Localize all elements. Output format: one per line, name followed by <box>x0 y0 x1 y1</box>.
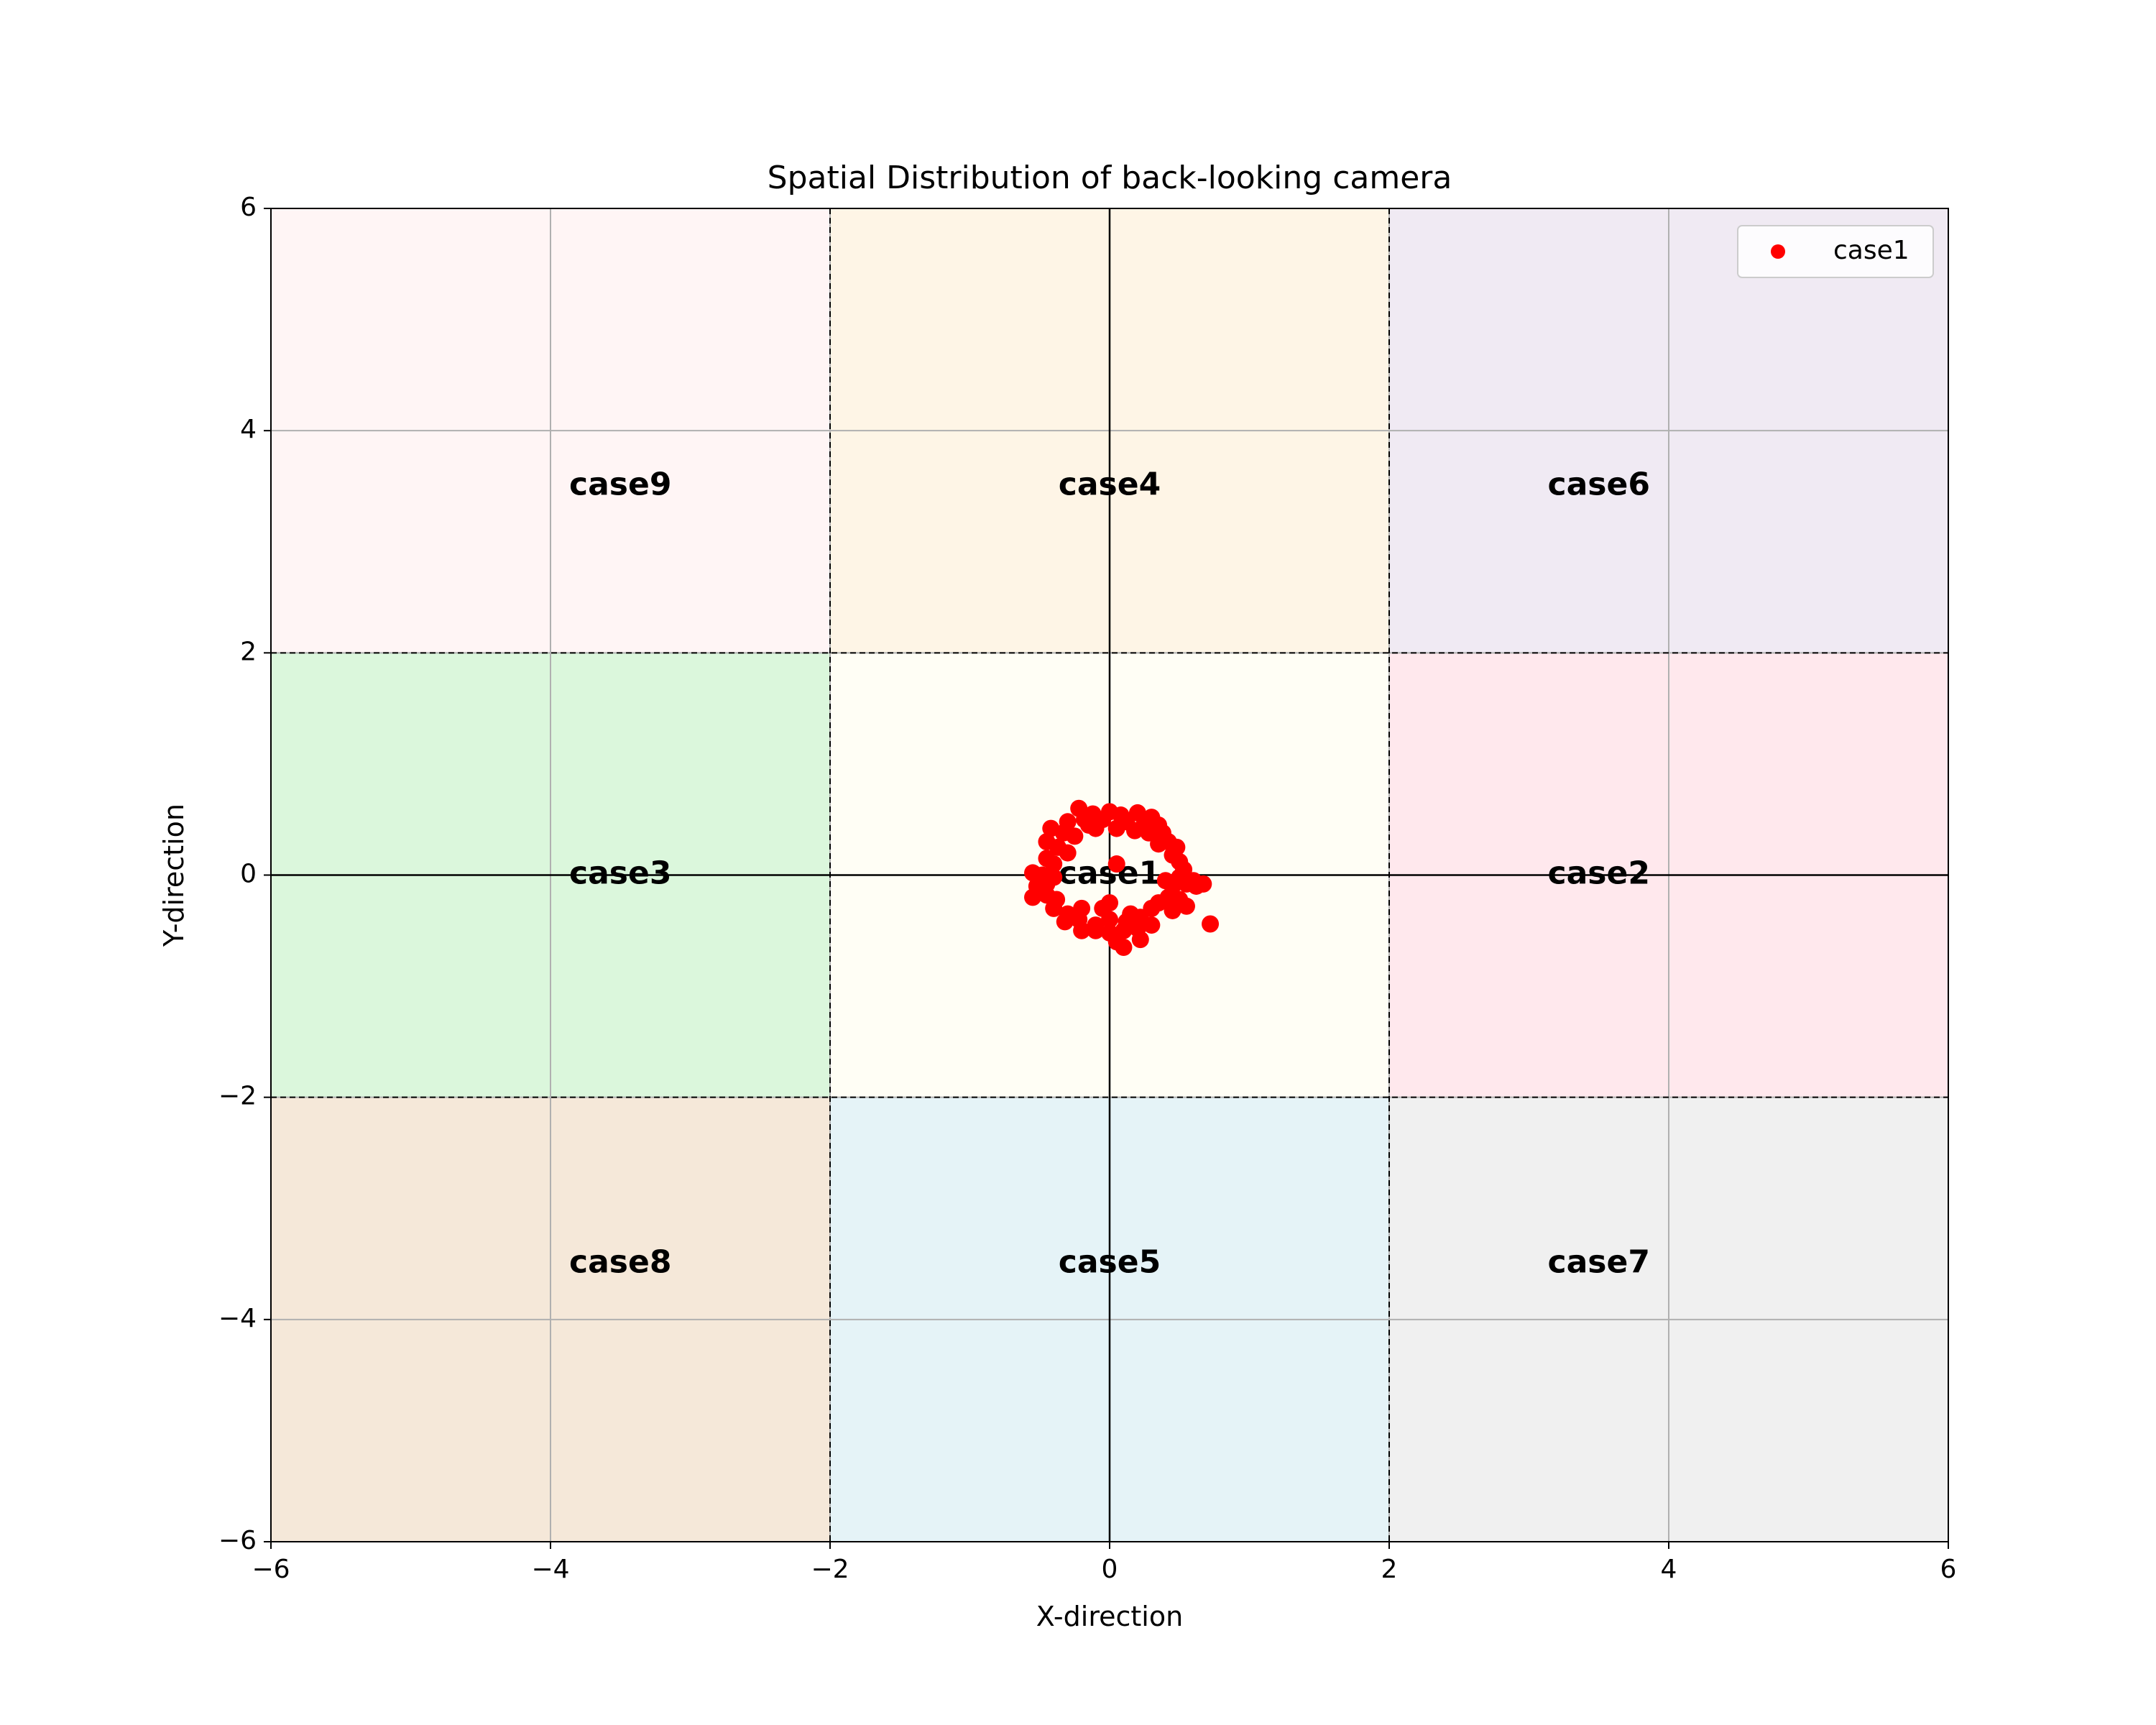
axis-ticks: −6 −4 −2 0 2 4 6 −6 −4 −2 0 2 4 6 <box>218 193 1957 1584</box>
x-tick-label: −2 <box>811 1555 849 1584</box>
x-tick-label: −4 <box>531 1555 569 1584</box>
case-label-case6: case6 <box>1548 466 1650 502</box>
scatter-point <box>1164 901 1181 919</box>
legend-label: case1 <box>1833 236 1909 265</box>
scatter-points <box>1024 799 1220 956</box>
y-tick-label: −4 <box>218 1304 257 1333</box>
scatter-point <box>1184 872 1202 890</box>
x-axis-label: X-direction <box>1036 1601 1183 1632</box>
scatter-point <box>1131 931 1149 949</box>
scatter-point <box>1094 899 1112 917</box>
scatter-point <box>1079 816 1097 834</box>
x-tick-label: −6 <box>252 1555 290 1584</box>
y-tick-label: −2 <box>218 1082 257 1111</box>
y-tick-label: 2 <box>240 637 257 666</box>
x-tick-label: 4 <box>1661 1555 1677 1584</box>
y-tick-label: 6 <box>240 193 257 222</box>
case-label-case7: case7 <box>1548 1244 1650 1281</box>
x-tick-label: 0 <box>1102 1555 1118 1584</box>
case-label-case3: case3 <box>569 855 671 892</box>
case-label-case9: case9 <box>569 466 671 502</box>
scatter-point <box>1202 915 1220 933</box>
case-label-case8: case8 <box>569 1244 671 1281</box>
scatter-point <box>1143 916 1161 934</box>
case-label-case4: case4 <box>1059 466 1161 502</box>
scatter-point <box>1177 897 1195 915</box>
y-tick-label: −6 <box>218 1526 257 1555</box>
legend-box <box>1737 225 1934 278</box>
scatter-point <box>1115 938 1133 956</box>
legend-marker <box>1771 244 1785 259</box>
scatter-point <box>1156 872 1174 890</box>
case-label-case2: case2 <box>1548 855 1650 892</box>
x-tick-label: 6 <box>1940 1555 1957 1584</box>
scatter-point <box>1045 855 1063 873</box>
scatter-point <box>1107 855 1125 873</box>
scatter-point <box>1150 835 1168 853</box>
scatter-point <box>1045 899 1063 917</box>
scatter-point <box>1126 822 1144 840</box>
scatter-point <box>1122 905 1140 923</box>
scatter-point <box>1087 921 1105 939</box>
scatter-point <box>1056 913 1074 931</box>
zero-axis-lines <box>271 208 1948 1542</box>
case-label-case5: case5 <box>1059 1244 1161 1281</box>
legend: case1 <box>1737 225 1934 278</box>
y-tick-label: 4 <box>240 415 257 444</box>
x-tick-label: 2 <box>1381 1555 1398 1584</box>
y-axis-label: Y-direction <box>158 804 190 947</box>
scatter-point <box>1059 844 1077 862</box>
chart-title: Spatial Distribution of back-looking cam… <box>768 160 1452 196</box>
scatter-point <box>1140 824 1158 842</box>
scatter-point <box>1024 888 1042 906</box>
scatter-point <box>1150 894 1168 912</box>
scatter-point <box>1066 827 1084 845</box>
scatter-point <box>1073 921 1091 939</box>
y-tick-label: 0 <box>240 860 257 889</box>
scatter-point <box>1107 819 1125 837</box>
